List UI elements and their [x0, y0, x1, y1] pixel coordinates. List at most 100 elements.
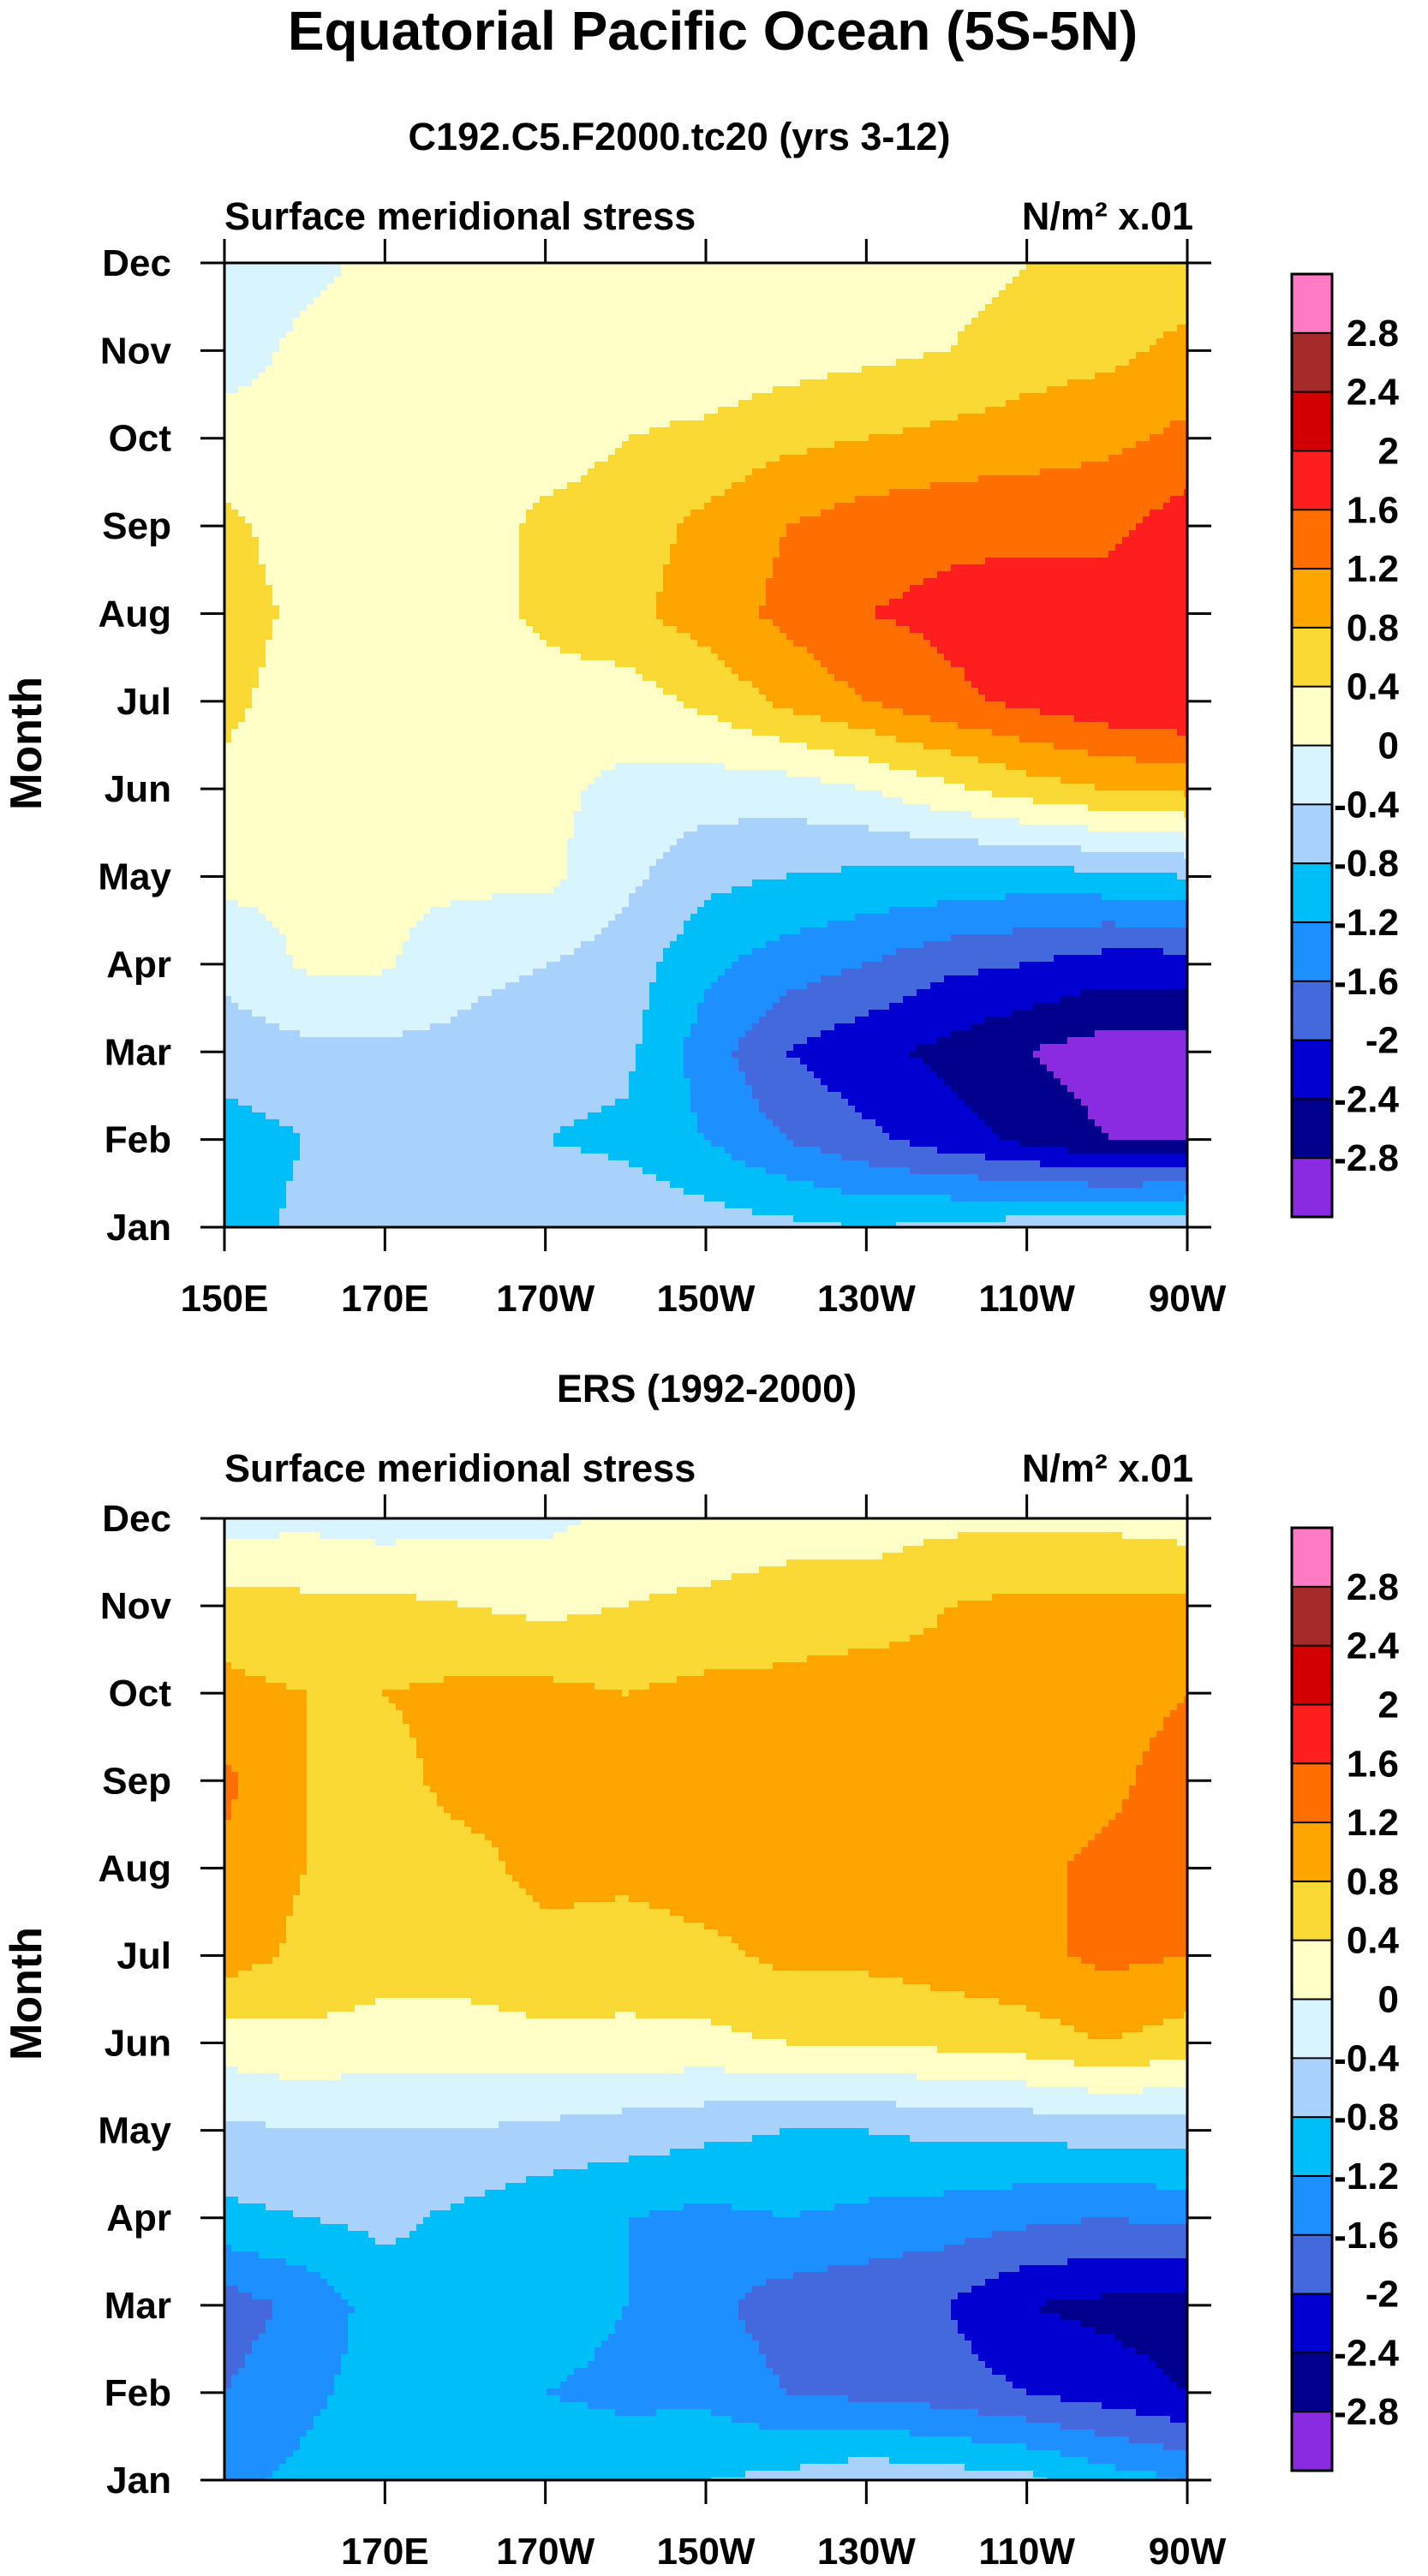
contour-cell — [238, 311, 246, 319]
contour-cell — [642, 311, 650, 319]
contour-cell — [978, 311, 986, 319]
contour-cell — [800, 304, 808, 312]
contour-cell — [1006, 318, 1013, 325]
contour-cell — [601, 283, 609, 291]
contour-cell — [1006, 290, 1013, 298]
contour-cell — [608, 277, 616, 284]
contour-cell — [930, 297, 938, 305]
contour-cell — [245, 270, 253, 277]
contour-cell — [252, 270, 260, 277]
contour-cell — [690, 297, 698, 305]
contour-cell — [396, 283, 403, 291]
contour-cell — [512, 304, 520, 312]
contour-cell — [855, 270, 863, 277]
contour-cell — [1074, 283, 1082, 291]
contour-cell — [567, 283, 575, 291]
contour-cell — [595, 290, 602, 298]
contour-cell — [697, 290, 705, 298]
contour-cell — [677, 283, 684, 291]
contour-cell — [944, 270, 952, 277]
contour-cell — [266, 318, 273, 325]
contour-cell — [423, 304, 431, 312]
contour-cell — [848, 318, 856, 325]
contour-cell — [690, 283, 698, 291]
contour-cell — [320, 270, 328, 277]
contour-cell — [999, 290, 1007, 298]
contour-cell — [601, 270, 609, 277]
contour-cell — [834, 283, 842, 291]
contour-cell — [437, 283, 445, 291]
contour-cell — [382, 297, 390, 305]
contour-cell — [437, 277, 445, 284]
contour-cell — [396, 277, 403, 284]
contour-cell — [553, 283, 561, 291]
contour-cell — [581, 290, 589, 298]
contour-cell — [512, 270, 520, 277]
contour-cell — [882, 290, 890, 298]
contour-cell — [800, 311, 808, 319]
contour-cell — [944, 290, 952, 298]
contour-cell — [800, 318, 808, 325]
contour-cell — [272, 270, 280, 277]
contour-cell — [320, 304, 328, 312]
contour-cell — [1019, 304, 1027, 312]
contour-cell — [738, 311, 746, 319]
contour-cell — [1081, 304, 1089, 312]
contour-cell — [745, 297, 753, 305]
contour-cell — [882, 311, 890, 319]
contour-cell — [951, 297, 959, 305]
contour-cell — [348, 297, 356, 305]
contour-cell — [642, 318, 650, 325]
contour-cell — [519, 283, 527, 291]
contour-cell — [327, 304, 335, 312]
contour-cell — [773, 290, 780, 298]
contour-cell — [1156, 297, 1164, 305]
contour-cell — [533, 311, 541, 319]
contour-cell — [704, 311, 712, 319]
contour-cell — [259, 270, 266, 277]
contour-cell — [910, 297, 917, 305]
contour-cell — [814, 290, 822, 298]
contour-cell — [670, 297, 678, 305]
contour-cell — [1102, 304, 1109, 312]
contour-cell — [574, 270, 582, 277]
contour-cell — [1108, 297, 1116, 305]
contour-cell — [910, 311, 917, 319]
contour-cell — [519, 311, 527, 319]
contour-cell — [307, 318, 314, 325]
contour-cell — [862, 290, 869, 298]
contour-cell — [821, 277, 828, 284]
contour-cell — [423, 297, 431, 305]
contour-cell — [875, 318, 883, 325]
contour-cell — [266, 290, 273, 298]
contour-cell — [252, 318, 260, 325]
contour-cell — [780, 304, 787, 312]
contour-cell — [471, 270, 479, 277]
contour-cell — [286, 277, 294, 284]
contour-cell — [430, 270, 438, 277]
contour-cell — [848, 297, 856, 305]
contour-cell — [478, 304, 486, 312]
contour-cell — [745, 318, 753, 325]
contour-cell — [314, 277, 321, 284]
contour-cell — [355, 270, 362, 277]
contour-cell — [855, 304, 863, 312]
contour-cell — [930, 270, 938, 277]
contour-cell — [869, 277, 876, 284]
contour-cell — [807, 283, 815, 291]
contour-cell — [245, 311, 253, 319]
contour-cell — [1013, 283, 1020, 291]
contour-cell — [923, 318, 931, 325]
contour-cell — [464, 290, 472, 298]
contour-cell — [793, 290, 801, 298]
contour-cell — [780, 277, 787, 284]
contour-cell — [828, 318, 835, 325]
contour-cell — [615, 270, 623, 277]
contour-cell — [430, 318, 438, 325]
contour-cell — [738, 277, 746, 284]
contour-cell — [1143, 283, 1150, 291]
contour-cell — [1150, 311, 1157, 319]
contour-cell — [231, 270, 239, 277]
contour-cell — [896, 297, 904, 305]
contour-cell — [1136, 290, 1144, 298]
